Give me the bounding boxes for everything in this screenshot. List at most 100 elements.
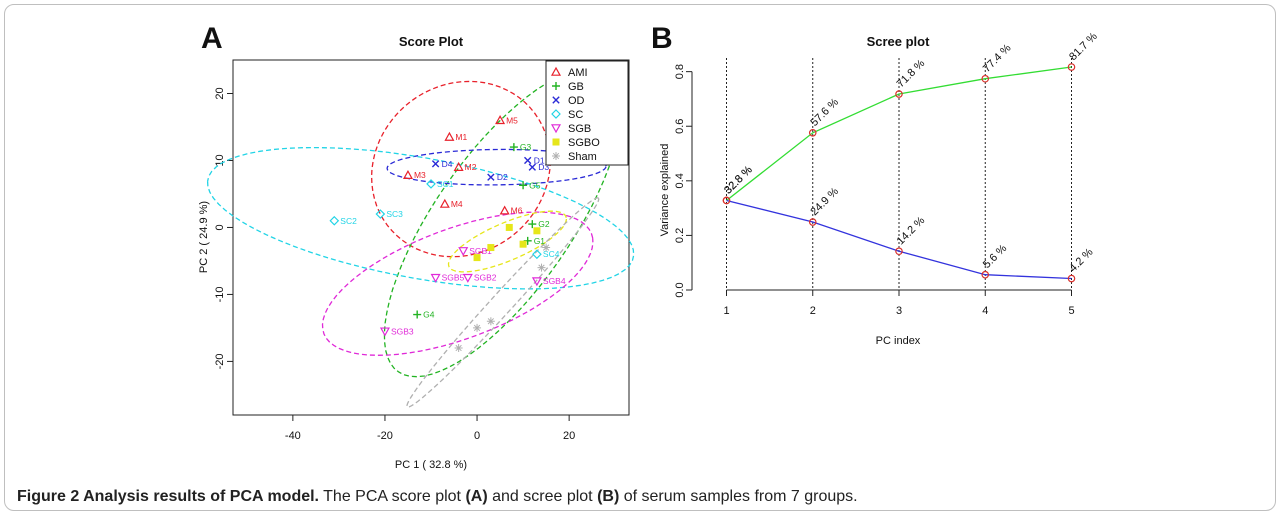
point-sc	[426, 179, 436, 189]
point-label: M4	[451, 199, 463, 209]
y-tick-label: 0.8	[674, 64, 686, 79]
point-sham	[473, 323, 482, 332]
point-od	[528, 163, 536, 171]
point-label: SC4	[543, 249, 560, 259]
point-sgb	[430, 273, 441, 283]
legend-label-od: OD	[568, 95, 585, 107]
point-label: D2	[497, 172, 508, 182]
point-label: SGB3	[391, 326, 414, 336]
ellipse-sgb	[321, 211, 594, 356]
point-ami	[495, 115, 506, 125]
series-point-0	[895, 90, 903, 98]
point-ami	[453, 161, 464, 171]
point-label: SGB1	[469, 246, 492, 256]
caption-ref-b: (B)	[597, 488, 620, 505]
point-sham	[542, 243, 551, 252]
panel-a-ylabel: PC 2 ( 24.9 %)	[198, 201, 210, 273]
point-label: G1	[534, 236, 546, 246]
point-label: SC1	[437, 179, 454, 189]
panel-b-ylabel: Variance explained	[659, 144, 671, 237]
x-tick-label: 0	[474, 430, 480, 442]
data-label-0: 57.6 %	[808, 96, 841, 129]
panel-b-xlabel: PC index	[876, 335, 921, 347]
panel-b-label: B	[651, 22, 673, 55]
point-label: M6	[511, 206, 523, 216]
panel-b-scree-plot: 1 2 3 4 50.00.20.40.60.832.8 %57.6 %71.8 % 77…	[674, 30, 1100, 317]
legend-marker-sham	[552, 152, 560, 160]
point-label: M5	[506, 115, 518, 125]
ellipse-sc	[206, 146, 635, 290]
panel-a-xlabel: PC 1 ( 32.8 %)	[395, 459, 467, 471]
point-label: M1	[455, 132, 467, 142]
x-tick-label: 2	[810, 305, 816, 317]
point-sham	[486, 317, 495, 326]
point-gb	[528, 220, 537, 229]
point-od	[487, 173, 495, 181]
point-ami	[439, 198, 450, 208]
y-tick-label: 20	[214, 87, 226, 99]
point-label: SC2	[340, 216, 357, 226]
point-sham	[454, 344, 463, 353]
point-ami	[402, 169, 413, 180]
caption-text-2: and scree plot	[487, 488, 598, 505]
series-point-0	[808, 128, 817, 137]
panel-b-title: Scree plot	[867, 34, 931, 49]
ellipse-sgbo	[447, 210, 568, 273]
point-gb	[413, 310, 422, 319]
legend-label-gb: GB	[568, 81, 584, 93]
point-sgbo	[505, 223, 513, 231]
series-point-1	[722, 196, 731, 205]
legend-label-ami: AMI	[568, 67, 588, 79]
point-sc	[329, 215, 340, 226]
panel-a-label: A	[201, 22, 223, 55]
caption-ref-a: (A)	[465, 488, 488, 505]
point-ami	[499, 205, 510, 215]
legend-label-sc: SC	[568, 109, 583, 121]
point-label: G2	[538, 219, 550, 229]
x-tick-label: 20	[563, 430, 575, 442]
point-od	[431, 160, 440, 168]
point-sgbo	[519, 240, 527, 248]
ellipse-sham	[406, 197, 600, 408]
point-sgb	[531, 277, 542, 287]
point-label: SGB4	[543, 276, 566, 286]
point-gb	[509, 143, 518, 152]
caption-text-1: The PCA score plot	[319, 488, 466, 505]
series-point-0	[981, 74, 990, 83]
point-label: G4	[423, 310, 435, 320]
point-od	[524, 156, 532, 165]
data-label-0: 77.4 %	[981, 42, 1014, 75]
legend-label-sgbo: SGBO	[568, 137, 600, 149]
point-label: D4	[442, 159, 453, 169]
point-label: M2	[465, 162, 477, 172]
point-label: D1	[534, 155, 545, 165]
point-label: SC3	[386, 209, 403, 219]
y-tick-label: -20	[214, 353, 226, 369]
series-point-0	[1067, 63, 1076, 71]
point-sgb	[458, 247, 469, 257]
x-tick-label: 4	[982, 305, 988, 317]
legend-marker-sgbo	[552, 138, 560, 146]
y-tick-label: -10	[214, 286, 226, 302]
panel-a-title: Score Plot	[399, 34, 464, 49]
point-label: G5	[529, 180, 541, 190]
point-label: SGB2	[474, 273, 497, 283]
data-label-0: 71.8 %	[895, 57, 928, 90]
figure-caption: Figure 2 Analysis results of PCA model. …	[17, 488, 858, 506]
point-label: D3	[538, 162, 549, 172]
point-sgb	[379, 327, 390, 337]
y-tick-label: 0.2	[674, 228, 686, 243]
series-line-0	[726, 66, 1072, 202]
legend-marker-sc	[551, 109, 561, 119]
y-tick-label: 0.4	[674, 173, 686, 188]
series-point-1	[895, 247, 903, 256]
point-sc	[532, 249, 542, 260]
data-label-0: 81.7 %	[1067, 30, 1100, 63]
panel-a-plot-box	[232, 59, 630, 416]
point-ami	[444, 131, 455, 141]
legend-marker-gb	[552, 82, 560, 90]
x-tick-label: -20	[377, 430, 393, 442]
point-label: M3	[414, 170, 426, 180]
caption-text-3: of serum samples from 7 groups.	[619, 488, 858, 505]
